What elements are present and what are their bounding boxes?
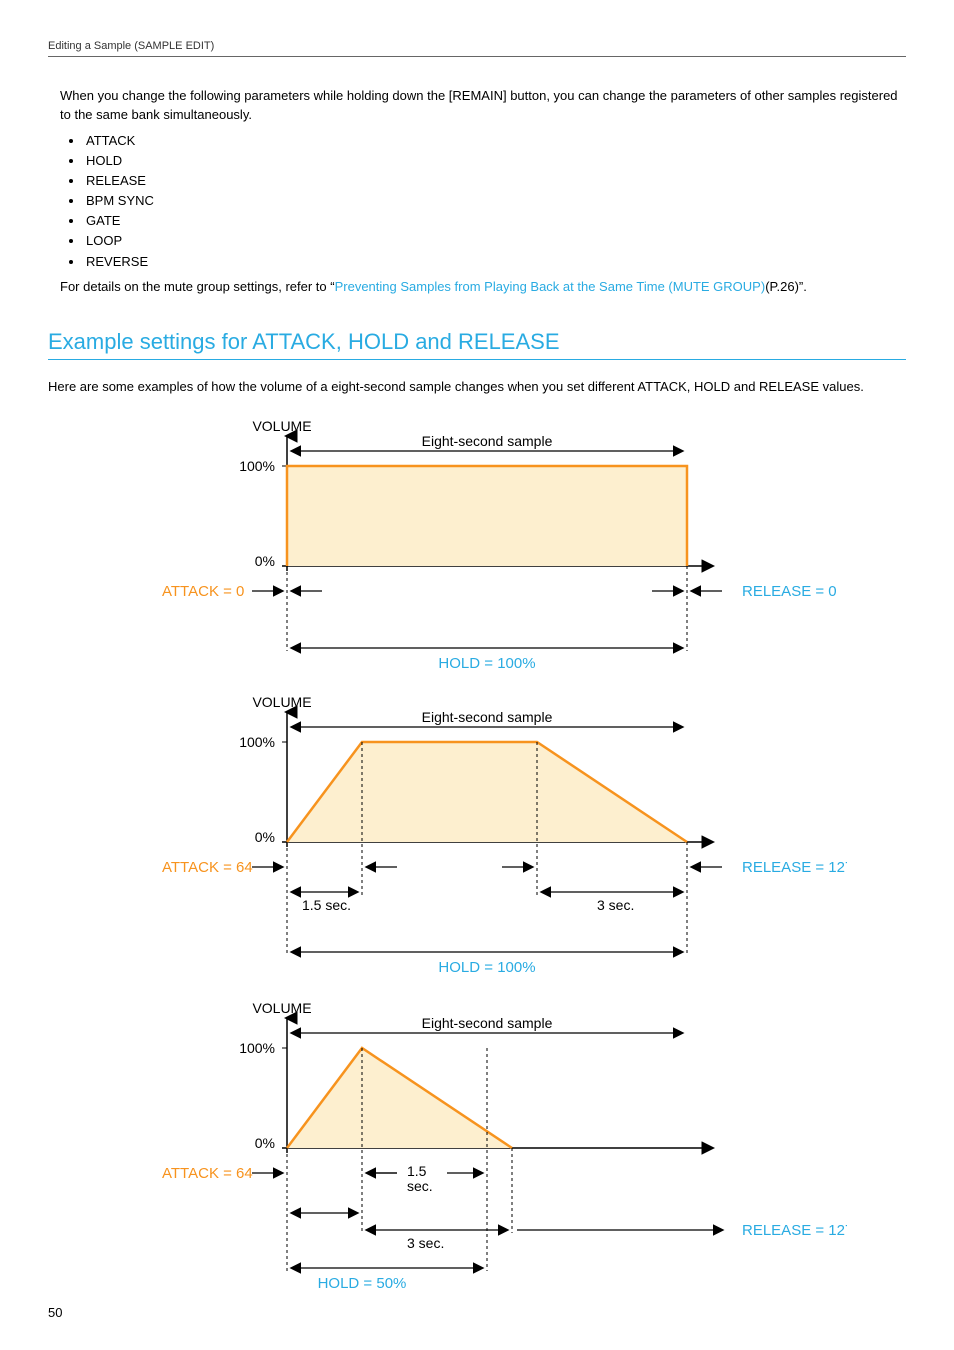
y-tick-100: 100% — [239, 1040, 275, 1056]
hold-label: HOLD = 100% — [438, 655, 535, 672]
details-suffix: (P.26)”. — [765, 279, 807, 294]
parameter-list: ATTACK HOLD RELEASE BPM SYNC GATE LOOP R… — [84, 131, 906, 272]
page-header: Editing a Sample (SAMPLE EDIT) — [48, 40, 906, 57]
envelope-chart-2: Eight-second sample VOLUME 100% 0% ATTAC… — [107, 692, 847, 982]
release-label: RELEASE = 127 — [742, 1222, 847, 1239]
hold-label: HOLD = 100% — [438, 959, 535, 976]
volume-label: VOLUME — [252, 1000, 311, 1016]
y-tick-0: 0% — [255, 553, 275, 569]
release-time-label: 3 sec. — [407, 1235, 444, 1251]
section-intro: Here are some examples of how the volume… — [48, 378, 906, 397]
list-item: ATTACK — [84, 131, 906, 151]
attack-time-label: 1.5 sec. — [302, 897, 351, 913]
envelope-chart-1: Eight-second sample VOLUME 100% 0% ATTAC… — [107, 416, 847, 676]
y-tick-0: 0% — [255, 1135, 275, 1151]
list-item: BPM SYNC — [84, 191, 906, 211]
sample-label: Eight-second sample — [422, 1015, 553, 1031]
list-item: LOOP — [84, 231, 906, 251]
list-item: GATE — [84, 211, 906, 231]
volume-label: VOLUME — [252, 418, 311, 434]
sample-label: Eight-second sample — [422, 433, 553, 449]
attack-label: ATTACK = 0 — [162, 583, 244, 600]
list-item: REVERSE — [84, 252, 906, 272]
list-item: HOLD — [84, 151, 906, 171]
envelope-chart-3: Eight-second sample VOLUME 100% 0% ATTAC… — [107, 998, 847, 1298]
mute-group-link[interactable]: Preventing Samples from Playing Back at … — [335, 279, 766, 294]
svg-text:sec.: sec. — [407, 1178, 433, 1194]
release-label: RELEASE = 0 — [742, 583, 837, 600]
page-number: 50 — [48, 1305, 62, 1320]
y-tick-100: 100% — [239, 734, 275, 750]
release-time-label: 3 sec. — [597, 897, 634, 913]
details-paragraph: For details on the mute group settings, … — [60, 278, 906, 297]
attack-label: ATTACK = 64 — [162, 859, 253, 876]
list-item: RELEASE — [84, 171, 906, 191]
attack-label: ATTACK = 64 — [162, 1165, 253, 1182]
hold-time-label: 1.5 — [407, 1163, 427, 1179]
sample-label: Eight-second sample — [422, 709, 553, 725]
hold-label: HOLD = 50% — [318, 1275, 407, 1292]
section-heading: Example settings for ATTACK, HOLD and RE… — [48, 329, 906, 360]
details-prefix: For details on the mute group settings, … — [60, 279, 335, 294]
release-label: RELEASE = 127 — [742, 859, 847, 876]
intro-paragraph: When you change the following parameters… — [60, 87, 906, 125]
y-tick-0: 0% — [255, 829, 275, 845]
volume-label: VOLUME — [252, 694, 311, 710]
y-tick-100: 100% — [239, 458, 275, 474]
